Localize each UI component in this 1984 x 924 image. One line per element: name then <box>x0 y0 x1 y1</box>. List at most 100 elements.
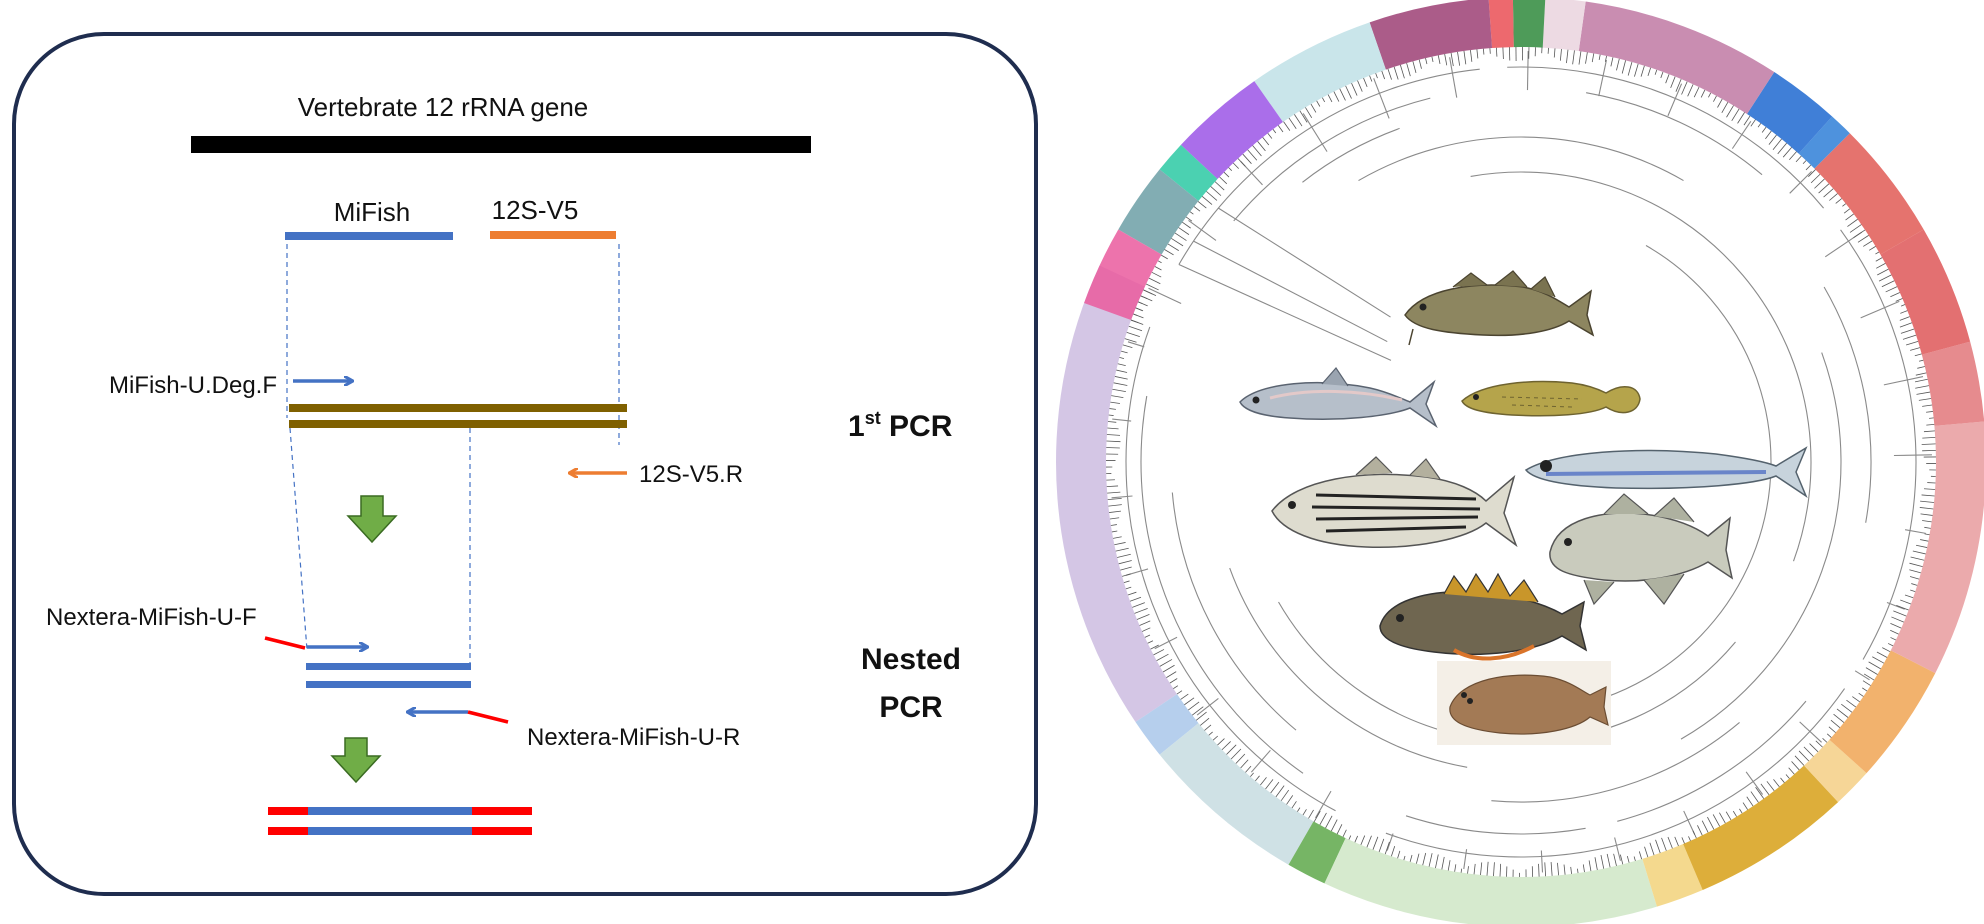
tip-tick <box>1670 76 1676 89</box>
tip-tick <box>1333 91 1340 102</box>
tip-tick <box>1111 530 1118 533</box>
tip-tick <box>1107 491 1121 494</box>
step-arrow-2 <box>330 737 382 784</box>
amplicon-strand-top <box>289 404 627 412</box>
tip-tick <box>1900 310 1908 314</box>
tip-tick <box>1731 108 1740 122</box>
tip-tick <box>1566 49 1569 64</box>
tip-tick <box>1330 819 1338 832</box>
tip-tick <box>1297 807 1301 812</box>
herring-icon <box>1239 367 1438 429</box>
branch-radial <box>1250 749 1271 773</box>
tip-tick <box>1267 132 1273 139</box>
branch-arc <box>1125 326 1336 812</box>
clade-band <box>1578 1 1775 114</box>
branch-radial <box>1799 721 1822 743</box>
tip-tick <box>1151 271 1162 278</box>
tip-tick <box>1114 542 1126 546</box>
tip-tick <box>1802 160 1807 165</box>
tip-tick <box>1369 75 1373 82</box>
branch-arc <box>1178 68 1480 265</box>
tip-tick <box>1772 138 1782 150</box>
branch-radial <box>1731 120 1752 149</box>
tip-tick <box>1777 142 1787 155</box>
tip-tick <box>1916 391 1931 395</box>
branch-radial <box>1154 636 1178 650</box>
tip-tick <box>1416 853 1420 864</box>
tip-tick <box>1173 685 1179 689</box>
amplicon-strand-bottom <box>289 420 627 428</box>
tip-tick <box>1750 119 1756 127</box>
tip-tick <box>1473 863 1476 875</box>
branch-radial <box>1540 850 1544 873</box>
clade-band <box>1804 739 1867 803</box>
tip-tick <box>1920 539 1929 542</box>
tip-tick <box>1366 835 1372 848</box>
tip-tick <box>1878 274 1892 282</box>
tip-tick <box>1692 830 1697 839</box>
branch-radial <box>1373 78 1390 119</box>
tip-tick <box>1201 196 1213 205</box>
tip-tick <box>1486 861 1489 876</box>
tip-tick <box>1444 54 1448 66</box>
tip-tick <box>1425 58 1428 65</box>
tip-tick <box>1809 743 1819 753</box>
tip-tick <box>1578 51 1582 65</box>
tip-tick <box>1128 325 1143 332</box>
tip-tick <box>1895 298 1903 302</box>
tip-tick <box>1214 181 1225 191</box>
tip-tick <box>1161 254 1168 260</box>
tree-branches <box>1111 51 1932 873</box>
tip-tick <box>1789 151 1797 161</box>
tip-tick <box>1768 134 1777 145</box>
tip-tick <box>1117 363 1126 367</box>
tip-tick <box>1313 810 1321 822</box>
branch-arc <box>1358 136 1684 182</box>
tip-tick <box>1308 809 1314 819</box>
tip-tick <box>1406 62 1411 77</box>
tip-tick <box>1559 48 1562 61</box>
tip-tick <box>1845 213 1854 221</box>
branch-radial <box>1148 287 1182 305</box>
tip-tick <box>1905 340 1919 346</box>
tip-tick <box>1265 779 1274 790</box>
tip-tick <box>1162 664 1175 673</box>
tip-tick <box>1262 136 1270 146</box>
branch-arc <box>1491 722 1740 803</box>
tip-tick <box>1345 85 1352 99</box>
tip-tick <box>1467 866 1469 874</box>
branch-radial <box>1860 300 1900 319</box>
tip-tick <box>1195 711 1207 721</box>
tip-tick <box>1221 741 1231 751</box>
tip-tick <box>1842 203 1847 207</box>
tip-tick <box>1493 862 1495 877</box>
tip-tick <box>1828 726 1836 733</box>
tip-tick <box>1109 510 1121 513</box>
tip-tick <box>1360 835 1366 846</box>
tip-tick <box>1713 95 1717 102</box>
tip-tick <box>1918 359 1924 362</box>
tip-tick <box>1875 251 1880 255</box>
tip-tick <box>1922 404 1933 407</box>
tip-tick <box>1294 114 1303 127</box>
tip-tick <box>1725 811 1732 821</box>
tip-tick <box>1111 395 1124 398</box>
tip-tick <box>1106 440 1121 443</box>
tip-tick <box>1598 54 1601 61</box>
final-library-product <box>268 807 532 835</box>
tip-tick <box>1900 599 1912 605</box>
tip-tick <box>1422 852 1427 866</box>
nested-strand-bottom <box>306 681 471 688</box>
tip-tick <box>1139 620 1151 626</box>
tip-tick <box>1480 862 1483 876</box>
tip-tick <box>1384 841 1390 855</box>
tip-tick <box>1765 130 1772 140</box>
clade-band <box>1921 341 1984 426</box>
tip-tick <box>1257 141 1266 152</box>
tip-tick <box>1755 787 1765 799</box>
tip-tick <box>1826 733 1832 738</box>
root-branch <box>1218 207 1391 318</box>
tip-tick <box>1922 436 1936 439</box>
tip-tick <box>1232 162 1239 169</box>
tip-tick <box>1185 216 1193 222</box>
